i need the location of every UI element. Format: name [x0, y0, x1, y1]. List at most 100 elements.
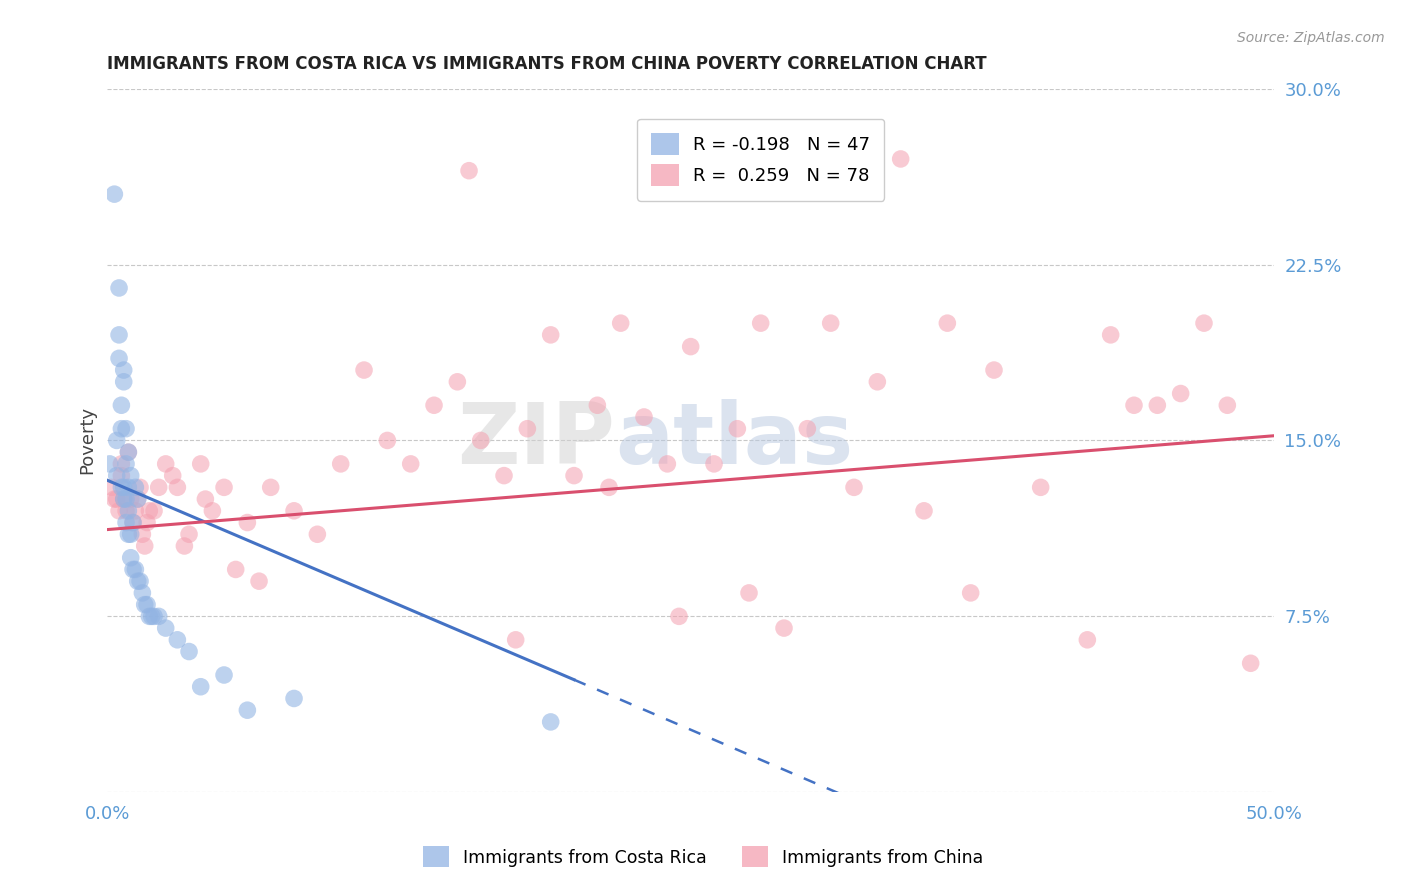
- Point: [112, 492, 135, 507]
- Point: [124, 504, 146, 518]
- Point: [516, 422, 538, 436]
- Point: [134, 539, 156, 553]
- Legend: Immigrants from Costa Rica, Immigrants from China: Immigrants from Costa Rica, Immigrants f…: [416, 839, 990, 874]
- Point: [820, 316, 842, 330]
- Point: [194, 492, 217, 507]
- Point: [136, 598, 159, 612]
- Point: [377, 434, 399, 448]
- Point: [796, 422, 818, 436]
- Point: [112, 480, 135, 494]
- Point: [108, 504, 131, 518]
- Point: [166, 480, 188, 494]
- Point: [155, 621, 177, 635]
- Point: [120, 550, 142, 565]
- Point: [122, 516, 145, 530]
- Point: [1240, 657, 1263, 671]
- Point: [212, 480, 235, 494]
- Point: [120, 527, 142, 541]
- Point: [127, 574, 149, 589]
- Point: [329, 457, 352, 471]
- Point: [131, 586, 153, 600]
- Point: [505, 632, 527, 647]
- Text: ZIP: ZIP: [457, 399, 614, 482]
- Point: [1029, 480, 1052, 494]
- Point: [110, 480, 132, 494]
- Point: [540, 714, 562, 729]
- Point: [129, 480, 152, 494]
- Point: [105, 434, 128, 448]
- Point: [912, 504, 935, 518]
- Point: [458, 163, 481, 178]
- Point: [212, 668, 235, 682]
- Point: [423, 398, 446, 412]
- Point: [117, 527, 139, 541]
- Point: [633, 409, 655, 424]
- Point: [115, 516, 138, 530]
- Point: [173, 539, 195, 553]
- Point: [143, 609, 166, 624]
- Point: [749, 316, 772, 330]
- Point: [609, 316, 631, 330]
- Point: [773, 621, 796, 635]
- Point: [129, 574, 152, 589]
- Point: [353, 363, 375, 377]
- Point: [117, 445, 139, 459]
- Point: [120, 468, 142, 483]
- Point: [668, 609, 690, 624]
- Text: Source: ZipAtlas.com: Source: ZipAtlas.com: [1237, 31, 1385, 45]
- Point: [105, 492, 128, 507]
- Point: [177, 644, 200, 658]
- Point: [110, 457, 132, 471]
- Point: [105, 468, 128, 483]
- Point: [260, 480, 283, 494]
- Point: [190, 457, 212, 471]
- Point: [703, 457, 725, 471]
- Point: [586, 398, 609, 412]
- Point: [138, 609, 160, 624]
- Point: [124, 480, 146, 494]
- Point: [307, 527, 329, 541]
- Point: [110, 468, 132, 483]
- Point: [155, 457, 177, 471]
- Point: [112, 375, 135, 389]
- Point: [138, 504, 160, 518]
- Point: [492, 468, 515, 483]
- Point: [103, 187, 125, 202]
- Point: [148, 609, 170, 624]
- Point: [162, 468, 184, 483]
- Point: [122, 516, 145, 530]
- Point: [247, 574, 270, 589]
- Text: atlas: atlas: [614, 399, 853, 482]
- Point: [177, 527, 200, 541]
- Point: [1170, 386, 1192, 401]
- Point: [1192, 316, 1215, 330]
- Point: [842, 480, 865, 494]
- Point: [101, 480, 124, 494]
- Point: [110, 398, 132, 412]
- Point: [166, 632, 188, 647]
- Point: [283, 691, 305, 706]
- Point: [1099, 327, 1122, 342]
- Point: [399, 457, 422, 471]
- Point: [983, 363, 1005, 377]
- Point: [725, 422, 748, 436]
- Point: [115, 492, 138, 507]
- Point: [110, 422, 132, 436]
- Point: [148, 480, 170, 494]
- Point: [103, 492, 125, 507]
- Point: [112, 363, 135, 377]
- Point: [738, 586, 761, 600]
- Legend: R = -0.198   N = 47, R =  0.259   N = 78: R = -0.198 N = 47, R = 0.259 N = 78: [637, 119, 884, 201]
- Point: [143, 504, 166, 518]
- Point: [1146, 398, 1168, 412]
- Point: [283, 504, 305, 518]
- Point: [866, 375, 889, 389]
- Point: [108, 327, 131, 342]
- Point: [115, 504, 138, 518]
- Point: [679, 340, 702, 354]
- Point: [1216, 398, 1239, 412]
- Point: [127, 492, 149, 507]
- Point: [122, 562, 145, 576]
- Text: IMMIGRANTS FROM COSTA RICA VS IMMIGRANTS FROM CHINA POVERTY CORRELATION CHART: IMMIGRANTS FROM COSTA RICA VS IMMIGRANTS…: [107, 55, 987, 73]
- Point: [134, 598, 156, 612]
